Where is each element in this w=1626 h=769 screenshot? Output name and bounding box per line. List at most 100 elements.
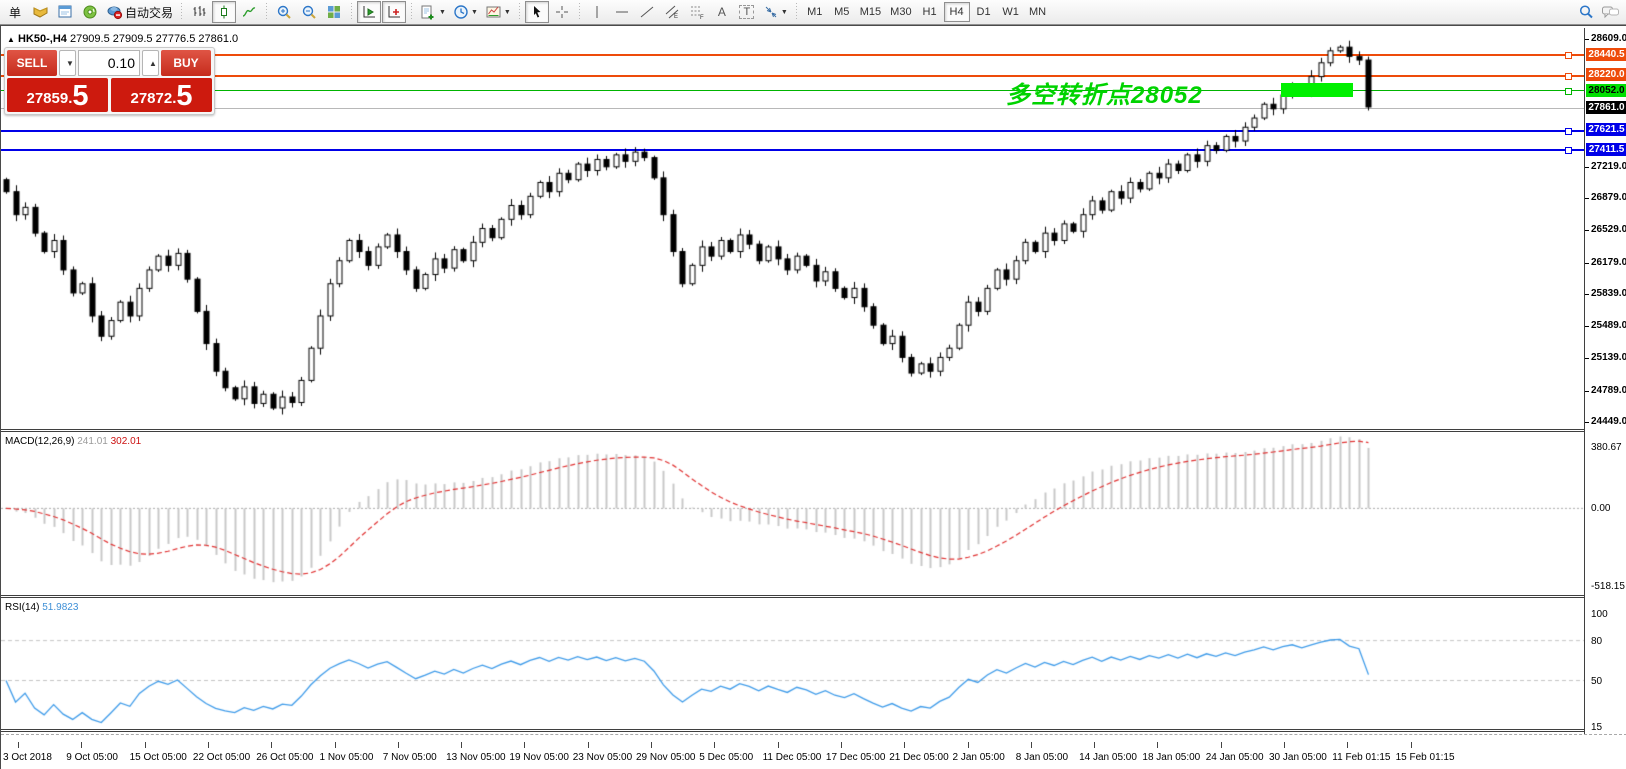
chart-shift-button[interactable] bbox=[382, 1, 407, 23]
bar-chart-button[interactable] bbox=[187, 1, 211, 23]
rsi-label: RSI(14) 51.9823 bbox=[5, 602, 78, 613]
time-axis-label: 17 Dec 05:00 bbox=[825, 752, 886, 763]
buy-button[interactable]: BUY bbox=[161, 50, 211, 76]
arrow-shapes-button[interactable]: ▼ bbox=[760, 1, 791, 23]
collapse-triangle-icon[interactable]: ▲ bbox=[7, 35, 15, 44]
crosshair-button[interactable] bbox=[550, 1, 574, 23]
periods-button[interactable]: ▼ bbox=[450, 1, 481, 23]
pane-separator[interactable] bbox=[1, 595, 1626, 598]
highlight-rectangle[interactable] bbox=[1281, 83, 1353, 97]
timeframe-m5[interactable]: M5 bbox=[829, 2, 855, 22]
text-label-button[interactable]: T bbox=[735, 1, 759, 23]
vertical-line-button[interactable] bbox=[585, 1, 609, 23]
auto-scroll-button[interactable] bbox=[357, 1, 382, 23]
crosshair-icon bbox=[555, 6, 568, 18]
time-axis-tick bbox=[840, 742, 842, 748]
market-watch-button[interactable] bbox=[28, 1, 52, 23]
buy-price-main: 27872. bbox=[130, 90, 177, 107]
toolbar-group-handle bbox=[409, 3, 415, 21]
toolbar-group-handle bbox=[793, 3, 799, 21]
timeframe-h1[interactable]: H1 bbox=[917, 2, 943, 22]
zoom-in-button[interactable] bbox=[272, 1, 296, 23]
timeframe-m1[interactable]: M1 bbox=[802, 2, 828, 22]
price-axis[interactable]: 28609.0 27219.0 26879.0 26529.0 26179.0 25839… bbox=[1584, 28, 1626, 734]
chat-button[interactable] bbox=[1598, 1, 1623, 23]
sell-button[interactable]: SELL bbox=[7, 50, 57, 76]
templates-button[interactable]: ▼ bbox=[482, 1, 514, 23]
time-axis-tick bbox=[1030, 742, 1032, 748]
templates-icon bbox=[486, 6, 501, 18]
toolbar-group-handle bbox=[576, 3, 582, 21]
line-chart-button[interactable] bbox=[237, 1, 261, 23]
time-axis-label: 9 Oct 05:00 bbox=[66, 752, 118, 763]
dropdown-caret-icon[interactable]: ▼ bbox=[780, 8, 788, 16]
equidistant-channel-button[interactable]: E bbox=[660, 1, 684, 23]
spinner-down-icon: ▼ bbox=[66, 58, 74, 68]
search-button[interactable] bbox=[1574, 1, 1598, 23]
line-handle[interactable] bbox=[1565, 88, 1572, 95]
time-axis-label: 15 Feb 01:15 bbox=[1395, 752, 1455, 763]
pivot-annotation-text[interactable]: 多空转折点28052 bbox=[1006, 82, 1203, 109]
trendline-button[interactable] bbox=[635, 1, 659, 23]
price-axis-tick: 24449.0 bbox=[1584, 415, 1626, 427]
line-handle[interactable] bbox=[1565, 52, 1572, 59]
line-handle[interactable] bbox=[1565, 147, 1572, 154]
new-order-label: 单 bbox=[8, 5, 21, 20]
line-handle[interactable] bbox=[1565, 128, 1572, 135]
dropdown-caret-icon[interactable]: ▼ bbox=[439, 8, 446, 16]
timeframe-mn[interactable]: MN bbox=[1025, 2, 1051, 22]
indicators-button[interactable]: ▼ bbox=[417, 1, 449, 23]
arrow-shapes-icon bbox=[765, 6, 777, 18]
time-axis-tick bbox=[397, 742, 399, 748]
timeframe-m15[interactable]: M15 bbox=[856, 2, 885, 22]
macd-axis-value: 0.00 bbox=[1591, 503, 1611, 515]
tile-windows-icon bbox=[328, 6, 341, 18]
timeframe-h4[interactable]: H4 bbox=[943, 2, 970, 22]
time-axis-tick bbox=[1410, 742, 1412, 748]
toolbar-group-handle bbox=[264, 3, 270, 21]
chart-shift-icon bbox=[388, 6, 401, 18]
timeframe-d1[interactable]: D1 bbox=[971, 2, 997, 22]
timeframe-m30[interactable]: M30 bbox=[886, 2, 915, 22]
volume-input[interactable] bbox=[78, 50, 140, 76]
signals-button[interactable] bbox=[78, 1, 102, 23]
toolbar-group-handle bbox=[516, 3, 522, 21]
timeframe-w1[interactable]: W1 bbox=[998, 2, 1024, 22]
price-label-27621.5: 27621.5 bbox=[1586, 123, 1626, 136]
price-label-28052.0: 28052.0 bbox=[1586, 84, 1626, 97]
horizontal-line-icon bbox=[615, 11, 628, 13]
chart-title: ▲ HK50-,H4 27909.5 27909.5 27776.5 27861… bbox=[7, 33, 238, 45]
fibonacci-button[interactable]: F bbox=[685, 1, 709, 23]
navigator-button[interactable] bbox=[53, 1, 77, 23]
bottom-dashed-divider bbox=[1, 734, 1626, 735]
zoom-in-icon bbox=[277, 5, 291, 19]
text-button[interactable]: A bbox=[710, 1, 734, 23]
candlestick-chart-button[interactable] bbox=[212, 1, 237, 23]
sell-price-box[interactable]: 27859. 5 bbox=[7, 78, 108, 112]
volume-decrease-button[interactable]: ▼ bbox=[59, 50, 76, 76]
time-axis-label: 18 Jan 05:00 bbox=[1142, 752, 1201, 763]
candlestick-chart-icon bbox=[221, 5, 228, 19]
time-axis-tick bbox=[1347, 742, 1349, 748]
autotrading-button[interactable]: 自动交易 bbox=[103, 1, 176, 23]
buy-price-box[interactable]: 27872. 5 bbox=[111, 78, 212, 112]
volume-increase-button[interactable]: ▲ bbox=[142, 50, 159, 76]
rsi-axis-value: 50 bbox=[1591, 675, 1603, 687]
tile-windows-button[interactable] bbox=[322, 1, 346, 23]
horizontal-line-button[interactable] bbox=[610, 1, 634, 23]
macd-canvas[interactable] bbox=[1, 433, 1584, 595]
time-axis-tick bbox=[967, 742, 969, 748]
dropdown-caret-icon[interactable]: ▼ bbox=[503, 8, 511, 16]
time-axis[interactable]: 3 Oct 2018 9 Oct 05:00 15 Oct 05:00 22 Oct … bbox=[1, 736, 1626, 769]
auto-scroll-icon bbox=[363, 6, 376, 18]
cursor-button[interactable] bbox=[524, 1, 549, 23]
rsi-canvas[interactable] bbox=[1, 599, 1584, 729]
vertical-line-icon bbox=[596, 6, 598, 18]
pane-separator[interactable] bbox=[1, 429, 1626, 432]
svg-text:E: E bbox=[674, 14, 678, 20]
zoom-out-button[interactable] bbox=[297, 1, 321, 23]
chart-ohlc-values: 27909.5 27909.5 27776.5 27861.0 bbox=[69, 33, 239, 45]
line-handle[interactable] bbox=[1565, 73, 1572, 80]
dropdown-caret-icon[interactable]: ▼ bbox=[470, 8, 478, 16]
new-order-button[interactable]: 单 bbox=[3, 1, 27, 23]
